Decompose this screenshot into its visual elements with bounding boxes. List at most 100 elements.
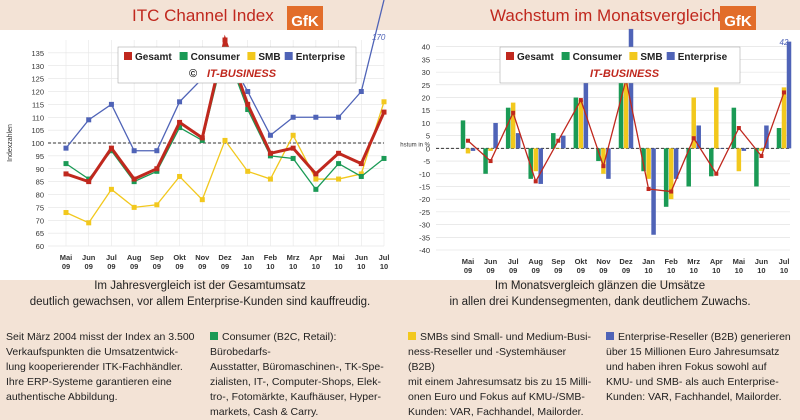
legend-swatch bbox=[179, 52, 188, 60]
consumer-square-icon bbox=[210, 332, 218, 340]
series-marker-smb bbox=[108, 186, 114, 192]
y-tick-label: 120 bbox=[31, 88, 44, 97]
series-marker-enterprise bbox=[63, 145, 69, 151]
y-tick-label: 75 bbox=[36, 203, 44, 212]
footer-line: Enterprise-Reseller (B2B) generieren bbox=[618, 331, 791, 343]
series-marker-gesamt bbox=[86, 179, 92, 185]
series-marker-enterprise bbox=[177, 99, 183, 105]
legend-brand: IT-BUSINESS bbox=[207, 68, 277, 80]
series-marker-gesamt bbox=[154, 166, 160, 172]
series-marker-smb bbox=[336, 176, 342, 182]
annotation-170: 170 bbox=[372, 33, 386, 42]
bar-consumer bbox=[596, 148, 601, 162]
y-tick-label: 135 bbox=[31, 49, 44, 58]
footer-line: tro-, Fotomärkte, Kaufhäuser, Hyper- bbox=[210, 391, 381, 403]
bar-smb bbox=[691, 97, 696, 149]
series-marker-smb bbox=[154, 202, 160, 208]
legend-label: Gesamt bbox=[135, 52, 172, 63]
bar-smb bbox=[736, 148, 742, 172]
x-tick-year: 10 bbox=[667, 266, 675, 275]
x-tick-month: Dez bbox=[619, 257, 633, 266]
series-marker-gesamt bbox=[488, 159, 493, 164]
legend-brand: IT-BUSINESS bbox=[590, 68, 660, 80]
x-tick-year: 09 bbox=[599, 266, 607, 275]
footer-line: Kunden: VAR, Fachhandel, Mailorder. bbox=[606, 391, 782, 403]
series-marker-enterprise bbox=[245, 89, 251, 94]
x-tick-year: 09 bbox=[221, 262, 229, 271]
x-tick-year: 09 bbox=[62, 262, 70, 271]
x-tick-month: Okt bbox=[575, 257, 588, 266]
x-tick-year: 10 bbox=[380, 262, 388, 271]
y-tick-label: -35 bbox=[419, 233, 430, 242]
annotation-42: 42 bbox=[780, 38, 789, 47]
bar-smb bbox=[578, 100, 584, 149]
x-tick-year: 09 bbox=[198, 262, 206, 271]
bar-smb bbox=[601, 148, 606, 174]
series-marker-consumer bbox=[199, 137, 205, 143]
x-tick-month: Apr bbox=[309, 253, 322, 262]
y-tick-label: 30 bbox=[422, 68, 430, 77]
series-marker-smb bbox=[222, 137, 228, 143]
bar-enterprise bbox=[561, 135, 566, 149]
series-marker-gesamt bbox=[290, 145, 296, 151]
series-marker-enterprise bbox=[313, 114, 319, 120]
x-tick-year: 09 bbox=[175, 262, 183, 271]
footer-line: zialisten, IT-, Computer-Shops, Elek- bbox=[210, 376, 381, 388]
x-tick-month: Jan bbox=[241, 253, 254, 262]
x-tick-year: 10 bbox=[644, 266, 652, 275]
y-axis-label: Wachstum in % bbox=[400, 142, 431, 148]
x-tick-year: 10 bbox=[735, 266, 743, 275]
left-caption-line1: Im Jahresvergleich ist der Gesamtumsatz bbox=[94, 280, 306, 292]
series-marker-enterprise bbox=[131, 148, 137, 154]
x-tick-year: 09 bbox=[85, 262, 93, 271]
series-marker-consumer bbox=[245, 107, 251, 113]
bar-consumer bbox=[663, 148, 669, 207]
x-tick-year: 09 bbox=[486, 266, 494, 275]
y-axis-label: Indexzahlen bbox=[7, 124, 14, 162]
right-chart-title: Wachstum im Monatsvergleich bbox=[490, 6, 721, 25]
x-tick-month: Mai bbox=[462, 257, 475, 266]
right-caption-line2: in allen drei Kundensegmenten, dank deut… bbox=[449, 296, 751, 308]
bar-smb bbox=[668, 148, 674, 200]
x-tick-month: Jan bbox=[642, 257, 655, 266]
x-tick-year: 10 bbox=[780, 266, 788, 275]
footer-enterprise-info: Enterprise-Reseller (B2B) generieren übe… bbox=[606, 330, 796, 405]
series-marker-gesamt bbox=[131, 176, 137, 182]
series-marker-smb bbox=[245, 168, 251, 174]
legend-label: SMB bbox=[640, 52, 662, 63]
legend-swatch bbox=[561, 52, 570, 60]
series-marker-gesamt bbox=[358, 161, 364, 167]
series-marker-gesamt bbox=[267, 150, 273, 156]
bar-consumer bbox=[528, 148, 533, 179]
x-tick-year: 10 bbox=[334, 262, 342, 271]
y-tick-label: 40 bbox=[422, 43, 430, 52]
x-tick-year: 10 bbox=[757, 266, 765, 275]
x-tick-year: 10 bbox=[690, 266, 698, 275]
x-tick-month: Aug bbox=[127, 253, 142, 262]
footer-consumer-info: Consumer (B2C, Retail): Bürobedarfs- Aus… bbox=[210, 330, 395, 420]
left-chart-title: ITC Channel Index bbox=[132, 6, 274, 25]
x-tick-month: Mrz bbox=[287, 253, 300, 262]
footer-line: onen Euro und Fokus auf KMU-/SMB- bbox=[408, 391, 585, 403]
x-tick-month: Jun bbox=[484, 257, 498, 266]
series-marker-consumer bbox=[381, 155, 387, 161]
x-tick-year: 10 bbox=[244, 262, 252, 271]
y-tick-label: -15 bbox=[419, 182, 430, 191]
wachstum-chart: -40 -35 -30 -25 -20 -15 -10 -5 0 5 10 15 20 25 30 35 40 W… bbox=[400, 28, 800, 280]
bar-consumer bbox=[460, 120, 466, 149]
series-marker-gesamt bbox=[336, 150, 342, 156]
x-tick-month: Nov bbox=[195, 253, 210, 262]
series-marker-consumer bbox=[177, 125, 183, 131]
x-tick-month: Jun bbox=[82, 253, 96, 262]
legend-swatch bbox=[506, 52, 514, 60]
x-tick-month: Okt bbox=[173, 253, 186, 262]
legend-swatch bbox=[666, 52, 675, 60]
legend-label: Consumer bbox=[191, 52, 241, 63]
y-tick-label: 35 bbox=[422, 55, 430, 64]
bar-smb bbox=[623, 74, 629, 149]
right-caption: Im Monatsvergleich glänzen die Umsätze i… bbox=[400, 278, 800, 310]
series-marker-gesamt bbox=[759, 153, 764, 158]
series-marker-gesamt bbox=[313, 171, 319, 177]
x-tick-month: Jul bbox=[508, 257, 519, 266]
footer-index-info: Seit März 2004 misst der Index an 3.500 … bbox=[6, 330, 196, 405]
